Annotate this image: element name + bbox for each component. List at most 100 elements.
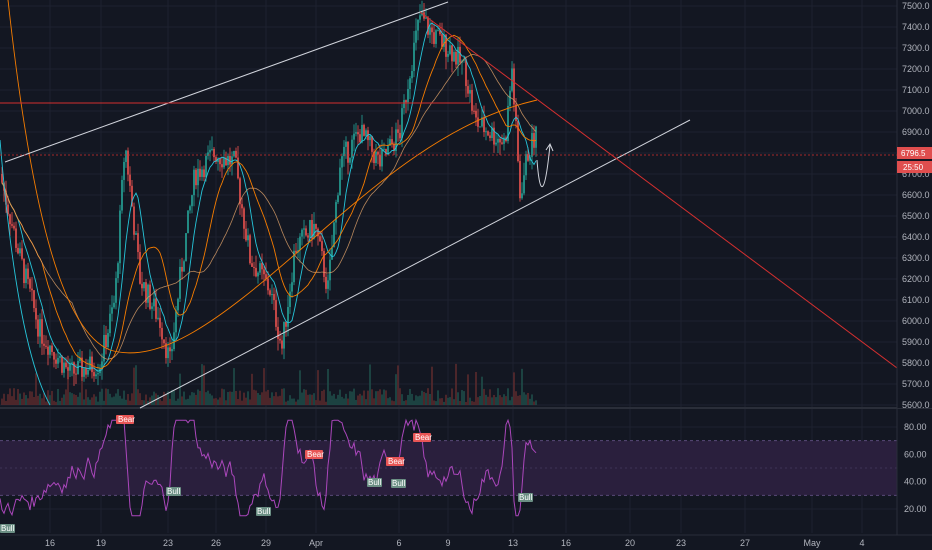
candle-body <box>377 151 379 155</box>
volume-bar <box>383 389 385 405</box>
bull-tag <box>0 524 15 533</box>
volume-bar <box>87 397 89 405</box>
volume-bar <box>343 398 345 405</box>
bull-tag <box>166 487 181 496</box>
candle-body <box>475 110 477 118</box>
bear-tag-label: Bear <box>307 450 324 459</box>
volume-bars <box>1 363 537 405</box>
volume-bar <box>369 364 371 405</box>
volume-bar <box>283 388 285 405</box>
volume-bar <box>39 393 41 405</box>
candle-body <box>219 158 221 165</box>
candle-body <box>89 356 91 370</box>
volume-bar <box>55 401 57 405</box>
volume-bar <box>515 391 517 405</box>
volume-bar <box>43 392 45 405</box>
bear-tag-label: Bear <box>118 415 135 424</box>
volume-bar <box>309 394 311 405</box>
price-tick-label: 6900.0 <box>902 127 930 137</box>
candle-body <box>481 117 483 127</box>
candle-body <box>103 334 105 362</box>
candlesticks[interactable] <box>1 0 537 386</box>
candle-body <box>175 310 177 333</box>
rsi-band <box>0 440 897 496</box>
rsi-tick-label: 20.00 <box>904 504 927 514</box>
volume-bar <box>495 397 497 405</box>
candle-body <box>497 138 499 143</box>
volume-bar <box>435 401 437 405</box>
volume-bar <box>141 399 143 405</box>
volume-bar <box>75 394 77 405</box>
ma-medium <box>1 34 537 369</box>
volume-bar <box>259 394 261 405</box>
candle-body <box>73 362 75 374</box>
candle-body <box>47 346 49 355</box>
candle-body <box>209 149 211 153</box>
candle-body <box>425 17 427 19</box>
candle-body <box>279 338 281 341</box>
candle-body <box>393 144 395 152</box>
candle-body <box>253 266 255 268</box>
volume-bar <box>243 392 245 405</box>
volume-bar <box>455 363 457 405</box>
candle-body <box>531 133 533 157</box>
candle-body <box>87 369 89 375</box>
price-tick-label: 6000.0 <box>902 316 930 326</box>
drawings[interactable] <box>0 1 898 409</box>
candle-body <box>155 298 157 319</box>
candle-body <box>67 367 69 371</box>
time-tick-label: Apr <box>309 538 323 548</box>
price-axis-bg <box>897 0 932 408</box>
time-tick-label: 13 <box>508 538 518 548</box>
candle-body <box>151 306 153 309</box>
volume-bar <box>295 401 297 405</box>
volume-bar <box>307 394 309 405</box>
candle-body <box>55 359 57 364</box>
candle-body <box>31 288 33 291</box>
candle-body <box>415 30 417 43</box>
volume-bar <box>81 376 83 405</box>
volume-bar <box>287 400 289 405</box>
candle-body <box>363 124 365 136</box>
candle-body <box>487 131 489 136</box>
candle-body <box>493 127 495 145</box>
price-axis[interactable]: 7500.0 7400.0 7300.0 7200.0 7100.0 7000.0 6900… <box>896 0 932 550</box>
price-tick-label: 6200.0 <box>902 274 930 284</box>
volume-bar <box>185 399 187 405</box>
volume-bar <box>311 394 313 405</box>
price-tick-label: 5800.0 <box>902 358 930 368</box>
volume-bar <box>95 396 97 405</box>
volume-bar <box>387 398 389 405</box>
volume-bar <box>461 390 463 405</box>
candle-body <box>1 174 3 183</box>
volume-bar <box>317 370 319 405</box>
volume-bar <box>127 394 129 405</box>
candle-body <box>273 294 275 301</box>
candle-body <box>233 150 235 157</box>
bear-tag <box>413 433 431 442</box>
volume-bar <box>11 396 13 405</box>
volume-bar <box>445 394 447 405</box>
candle-body <box>147 284 149 303</box>
candle-body <box>109 313 111 334</box>
candle-body <box>427 17 429 35</box>
candle-body <box>19 248 21 254</box>
candle-body <box>207 152 209 156</box>
time-tick-label: 19 <box>96 538 106 548</box>
candle-body <box>53 351 55 360</box>
volume-bar <box>493 394 495 405</box>
volume-bar <box>449 397 451 405</box>
candle-body <box>495 142 497 145</box>
time-tick-label: 23 <box>163 538 173 548</box>
volume-bar <box>5 400 7 405</box>
candle-body <box>419 15 421 20</box>
time-axis[interactable]: 16 19 23 26 29 Apr 6 9 13 16 20 23 27 May 4 <box>0 534 932 550</box>
volume-bar <box>221 388 223 405</box>
volume-bar <box>77 396 79 405</box>
volume-bar <box>23 392 25 405</box>
volume-bar <box>35 373 37 405</box>
rsi-line <box>0 418 537 517</box>
volume-bar <box>69 392 71 405</box>
